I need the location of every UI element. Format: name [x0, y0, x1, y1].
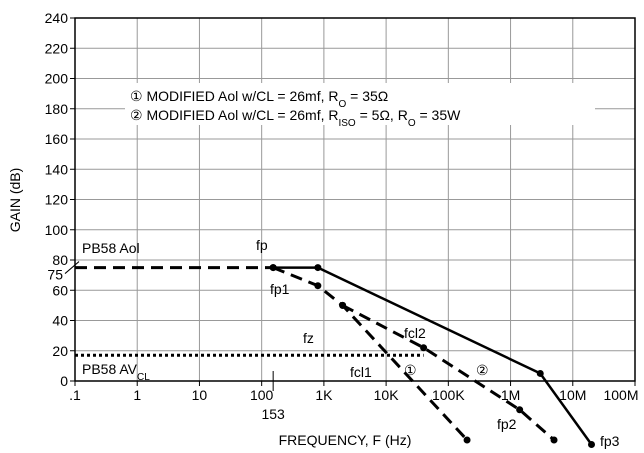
y-tick-label: 100: [45, 222, 69, 238]
y-tick-label: 120: [45, 192, 69, 208]
text-part: = 5Ω, R: [356, 107, 408, 123]
x-tick-label: 1K: [315, 387, 333, 403]
y-tick: [64, 261, 80, 274]
plot-frame: [74, 17, 636, 382]
vertex-dot: [420, 344, 428, 352]
x-tick-label: 100: [250, 387, 274, 403]
x-tick-label: 100M: [603, 387, 638, 403]
vertex-dot: [550, 436, 558, 444]
y-tick-label: 140: [45, 161, 69, 177]
vertex-dot: [339, 301, 347, 309]
vertex-dot: [588, 441, 596, 449]
text-part: ① MODIFIED Aol w/CL = 26mf, R: [130, 88, 338, 104]
annotation: PB58 Aol: [82, 240, 140, 256]
y-tick-label: 240: [45, 10, 69, 26]
series-line: [341, 304, 555, 442]
annotation: fz: [303, 330, 314, 346]
y-axis-label: GAIN (dB): [7, 168, 23, 233]
y-tick-label: 0: [60, 373, 68, 389]
x-axis-label: FREQUENCY, F (Hz): [279, 432, 412, 448]
subscript: CL: [137, 372, 150, 383]
x-tick-label: .1: [69, 387, 81, 403]
annotation: fp: [256, 237, 268, 253]
subscript: O: [408, 118, 416, 129]
annotation: fp2: [497, 416, 517, 432]
vertex-dot: [463, 436, 471, 444]
y-tick-label: 160: [45, 131, 69, 147]
legend-entry: ① MODIFIED Aol w/CL = 26mf, RO = 35Ω: [130, 88, 388, 110]
y-tick-label: 20: [52, 343, 68, 359]
x-tick-label: 10K: [374, 387, 400, 403]
text-part: PB58 AV: [82, 361, 138, 377]
annotation: ②: [476, 362, 489, 378]
vertex-dot: [536, 369, 544, 377]
series-line: [272, 266, 469, 442]
vertex-dot: [314, 264, 322, 272]
y-tick-label: 40: [52, 313, 68, 329]
x-tick-label: 1: [133, 387, 141, 403]
legend-box: [125, 83, 595, 125]
subscript: O: [338, 99, 346, 110]
y-tick-label: 60: [52, 282, 68, 298]
y-tick-label: 200: [45, 71, 69, 87]
annotation: ①: [404, 362, 417, 378]
x-tick-label: 153: [261, 406, 285, 422]
annotation: fp3: [600, 433, 620, 449]
text-part: = 35W: [416, 107, 462, 123]
x-tick-label: 10M: [559, 387, 586, 403]
text-part: ② MODIFIED Aol w/CL = 26mf, R: [130, 107, 338, 123]
y-tick-label: 180: [45, 101, 69, 117]
vertex-dot: [516, 406, 524, 414]
y-tick-label: 75: [47, 267, 63, 283]
avcl-label: PB58 AVCL: [82, 361, 150, 383]
y-tick-label: 220: [45, 40, 69, 56]
y-tick-label: 80: [52, 252, 68, 268]
vertex-dot: [269, 264, 277, 272]
subscript: ISO: [338, 118, 355, 129]
annotation: fcl2: [404, 325, 426, 341]
annotation: fp1: [270, 281, 290, 297]
x-tick-label: 100K: [432, 387, 465, 403]
vertex-dot: [314, 282, 322, 290]
x-tick-label: 10: [192, 387, 208, 403]
series-line: [273, 266, 593, 446]
legend-entry: ② MODIFIED Aol w/CL = 26mf, RISO = 5Ω, R…: [130, 107, 461, 129]
x-tick-label: 1M: [501, 387, 520, 403]
annotation: fcl1: [350, 364, 372, 380]
text-part: = 35Ω: [346, 88, 388, 104]
